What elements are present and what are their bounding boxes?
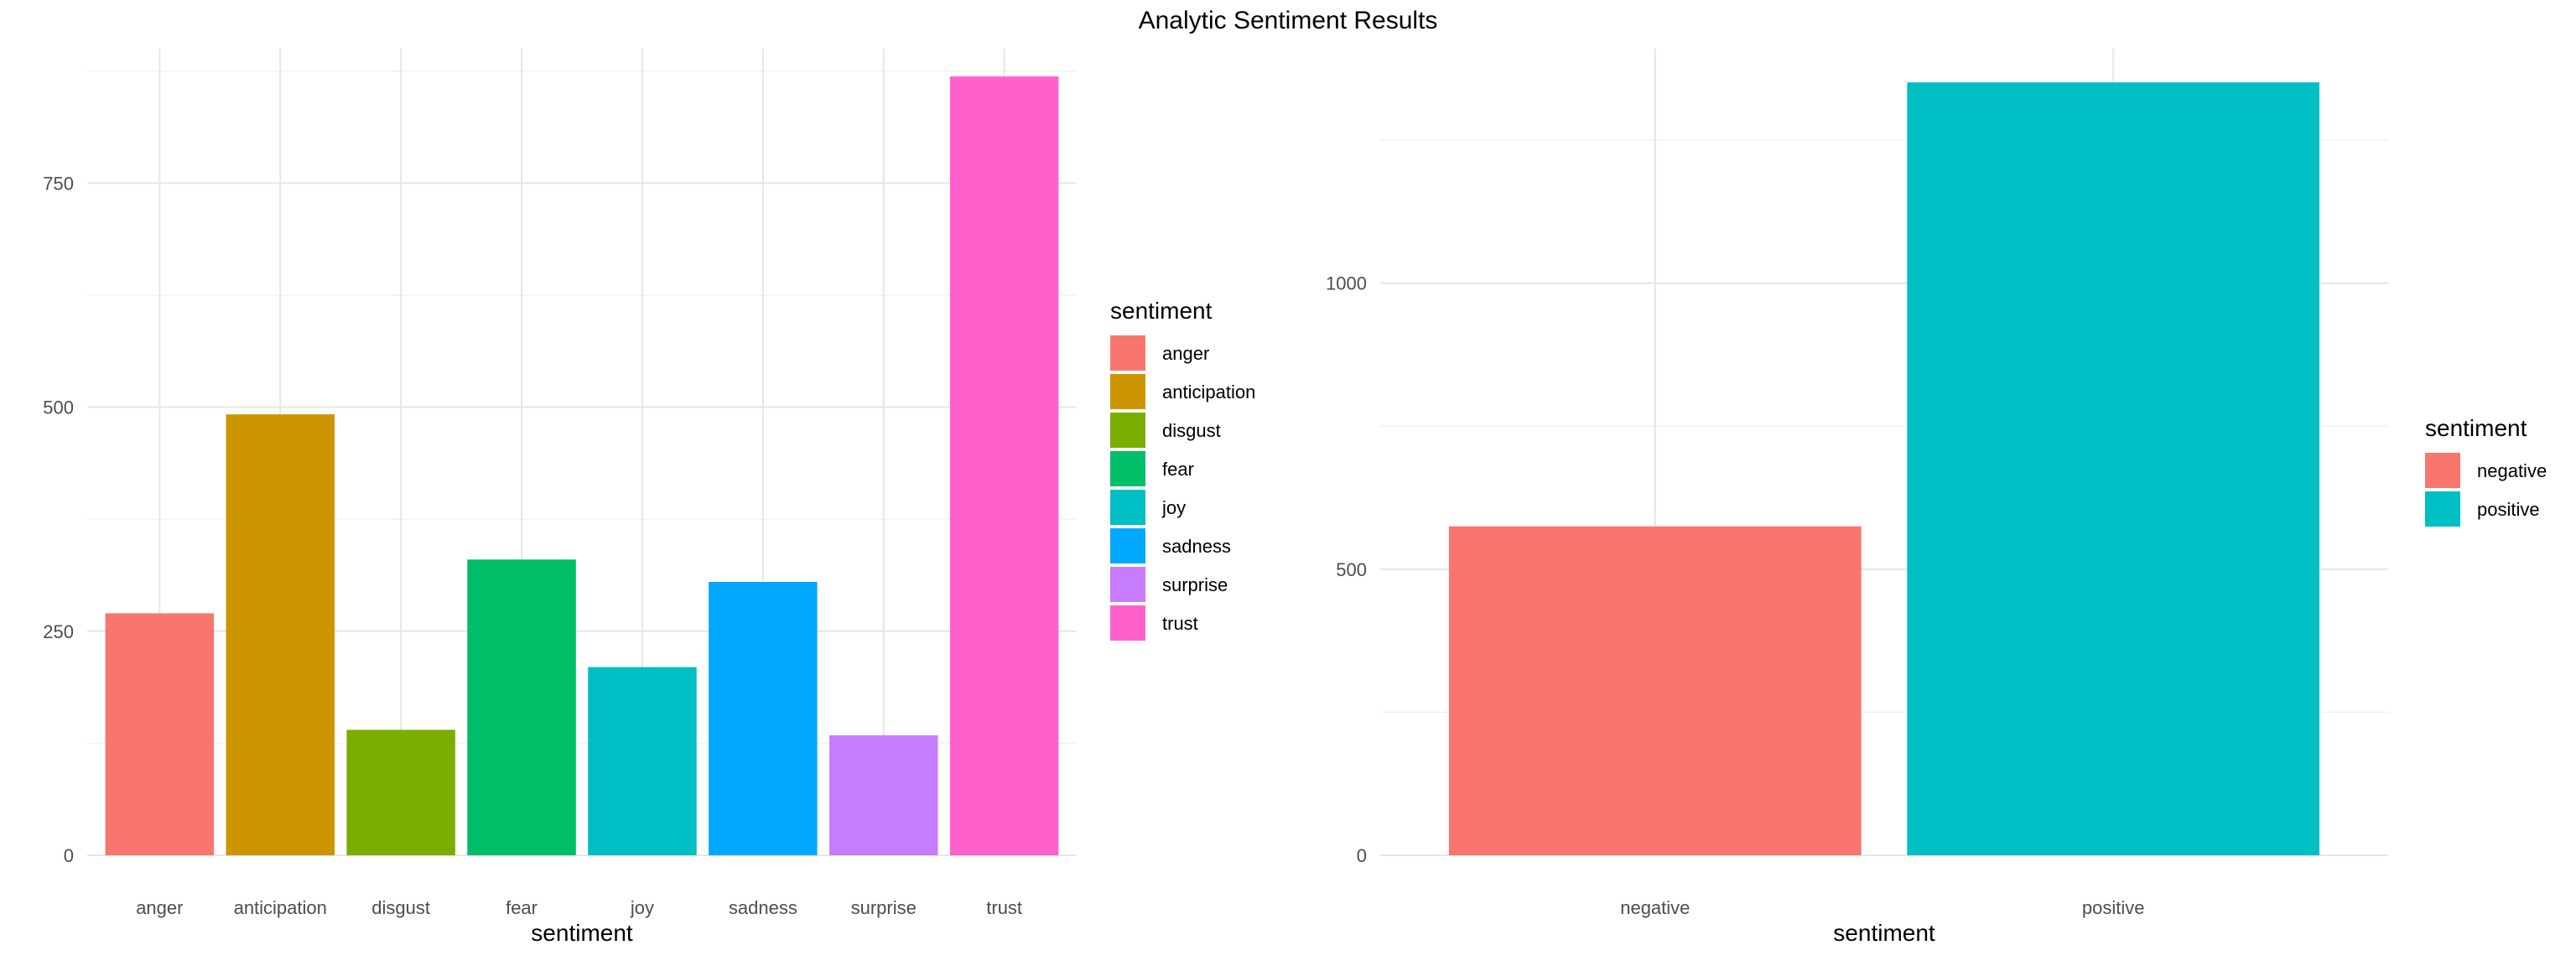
legend-title: sentiment [1110, 298, 1213, 324]
x-axis-title: sentiment [1833, 920, 1935, 946]
x-tick-label-surprise: surprise [851, 897, 917, 918]
legend-label-anger: anger [1162, 343, 1209, 364]
x-axis-ticks: anger anticipation disgust fear joy sadness su… [136, 897, 1022, 918]
legend-key-joy [1110, 490, 1145, 525]
bar-disgust [346, 730, 455, 855]
bar-trust [949, 76, 1059, 855]
legend-title: sentiment [2425, 415, 2527, 441]
legend-label-trust: trust [1162, 613, 1198, 634]
legend-key-negative [2425, 453, 2460, 488]
bar-sadness [709, 581, 818, 855]
bars [1448, 82, 2320, 855]
legend-key-disgust [1110, 413, 1145, 448]
legend-label-fear: fear [1162, 459, 1194, 480]
legend-key-positive [2425, 491, 2460, 527]
x-axis-ticks: negative positive [1620, 897, 2144, 918]
x-tick-label-trust: trust [986, 897, 1022, 918]
legend-key-sadness [1110, 528, 1145, 564]
legend-label-anticipation: anticipation [1162, 382, 1255, 402]
legend-label-surprise: surprise [1162, 574, 1228, 595]
y-tick-label: 1000 [1326, 273, 1367, 294]
bar-anticipation [226, 414, 335, 855]
legend-label-negative: negative [2477, 460, 2547, 481]
legend-label-positive: positive [2477, 499, 2540, 520]
x-tick-label-joy: joy [630, 897, 654, 918]
y-axis-ticks: 0 250 500 750 [43, 173, 74, 866]
bar-joy [588, 667, 697, 855]
y-tick-label: 0 [64, 845, 74, 866]
legend-key-anticipation [1110, 374, 1145, 409]
x-tick-label-positive: positive [2082, 897, 2145, 918]
legend-label-joy: joy [1161, 497, 1186, 518]
y-tick-label: 750 [43, 173, 74, 194]
x-tick-label-negative: negative [1620, 897, 1690, 918]
x-tick-label-disgust: disgust [371, 897, 430, 918]
legend-label-sadness: sadness [1162, 536, 1231, 557]
figure-title: Analytic Sentiment Results [1139, 7, 1438, 34]
x-tick-label-anger: anger [136, 897, 183, 918]
legend-key-trust [1110, 605, 1145, 641]
legend: sentiment negative positive [2425, 415, 2547, 527]
bars [105, 76, 1059, 855]
legend-label-disgust: disgust [1162, 420, 1221, 441]
y-tick-label: 0 [1357, 845, 1367, 866]
bar-fear [467, 559, 576, 855]
x-tick-label-fear: fear [506, 897, 538, 918]
x-tick-label-anticipation: anticipation [234, 897, 327, 918]
legend-key-anger [1110, 335, 1145, 371]
emotion-bar-chart: 0 250 500 750 anger anticipation disgust fear jo… [43, 49, 1255, 946]
bar-positive [1907, 82, 2320, 855]
bar-anger [105, 613, 215, 855]
y-axis-ticks: 0 500 1000 [1326, 273, 1367, 866]
y-tick-label: 500 [1336, 559, 1367, 580]
legend: sentiment anger anticipation disgust fear joy… [1110, 298, 1255, 641]
bar-negative [1448, 526, 1862, 855]
y-tick-label: 500 [43, 397, 74, 418]
x-tick-label-sadness: sadness [729, 897, 797, 918]
legend-key-surprise [1110, 567, 1145, 602]
bar-surprise [829, 735, 938, 855]
legend-key-fear [1110, 451, 1145, 486]
y-tick-label: 250 [43, 621, 74, 642]
x-axis-title: sentiment [531, 920, 633, 946]
